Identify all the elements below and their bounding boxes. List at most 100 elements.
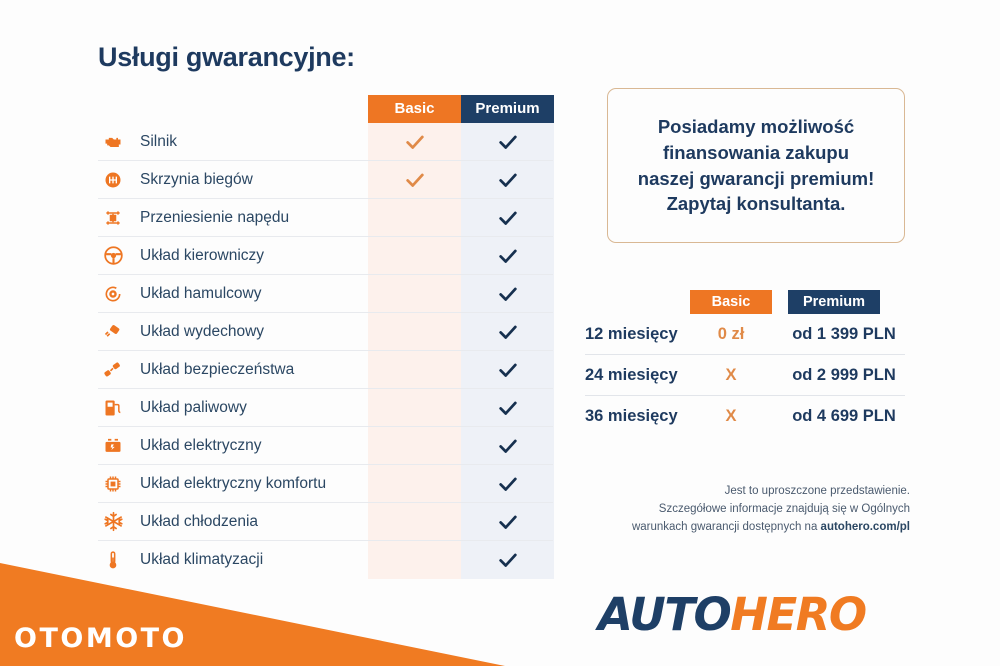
table-row: Skrzynia biegów	[98, 161, 553, 199]
service-label: Układ paliwowy	[140, 398, 247, 416]
cell-premium	[461, 161, 554, 199]
service-label: Przeniesienie napędu	[140, 208, 290, 226]
steering-wheel-icon	[98, 245, 128, 266]
cell-premium	[461, 199, 554, 237]
autohero-logo-hero: HERO	[730, 588, 867, 641]
chip-icon	[98, 474, 128, 494]
financing-promo-box: Posiadamy możliwość finansowania zakupu …	[607, 88, 905, 243]
table-row: Układ paliwowy	[98, 389, 553, 427]
price-column-header-basic: Basic	[690, 290, 772, 314]
cell-basic	[368, 275, 461, 313]
cell-basic	[368, 465, 461, 503]
service-label: Układ elektryczny komfortu	[140, 474, 327, 492]
price-cell-period: 12 miesięcy	[585, 324, 678, 343]
check-icon	[497, 207, 519, 229]
promo-line-2: finansowania zakupu	[662, 141, 850, 163]
disclaimer-text: Jest to uproszczone przedstawienie. Szcz…	[575, 483, 910, 536]
price-cell-premium: od 2 999 PLN	[792, 365, 896, 384]
table-row: Układ chłodzenia	[98, 503, 553, 541]
price-column-header-premium: Premium	[788, 290, 880, 314]
services-table: Basic Premium Silnik Skrzynia biegów Przen…	[98, 95, 554, 579]
cell-basic	[368, 503, 461, 541]
cell-basic	[368, 237, 461, 275]
service-label: Silnik	[140, 132, 178, 150]
exhaust-icon	[98, 322, 128, 342]
cell-premium	[461, 541, 554, 579]
price-row: 12 miesięcy 0 zł od 1 399 PLN	[585, 314, 905, 355]
engine-icon	[98, 132, 128, 152]
gearbox-icon	[98, 170, 128, 190]
price-cell-period: 36 miesięcy	[585, 407, 678, 425]
price-cell-premium: od 4 699 PLN	[792, 407, 896, 425]
disclaimer-line-3-prefix: warunkach gwarancji dostępnych na	[631, 520, 821, 533]
column-header-basic: Basic	[368, 95, 461, 123]
service-label: Układ hamulcowy	[140, 284, 262, 302]
cell-premium	[461, 465, 554, 503]
service-label: Skrzynia biegów	[140, 170, 253, 188]
price-cell-period: 24 miesięcy	[585, 365, 678, 384]
service-label: Układ wydechowy	[140, 322, 265, 340]
cell-premium	[461, 123, 554, 161]
otomoto-logo: OTOMOTO	[14, 623, 188, 654]
cell-basic	[368, 351, 461, 389]
table-row: Układ wydechowy	[98, 313, 553, 351]
page-title: Usługi gwarancyjne:	[98, 42, 355, 72]
table-row: Układ elektryczny	[98, 427, 553, 465]
autohero-logo: AUTOHERO	[598, 588, 867, 641]
autohero-website-link[interactable]: autohero.com/pl	[820, 520, 910, 533]
cell-basic	[368, 541, 461, 579]
promo-line-1: Posiadamy możliwość	[657, 116, 855, 138]
disclaimer-line-2: Szczegółowe informacje znajdują się w Og…	[658, 502, 910, 515]
cell-premium	[461, 389, 554, 427]
seatbelt-icon	[98, 360, 128, 380]
table-row: Układ klimatyzacji	[98, 541, 553, 579]
service-label: Układ klimatyzacji	[140, 551, 264, 568]
cell-basic	[368, 427, 461, 465]
snowflake-icon	[98, 511, 128, 532]
column-band-basic	[368, 95, 461, 579]
service-label: Układ bezpieczeństwa	[140, 360, 295, 378]
disclaimer-line-3: warunkach gwarancji dostępnych na autohe…	[575, 519, 910, 537]
price-cell-basic: X	[725, 365, 737, 384]
services-table-header: Basic Premium	[98, 95, 554, 123]
cell-premium	[461, 275, 554, 313]
brake-disc-icon	[98, 284, 128, 304]
check-icon	[497, 359, 519, 381]
price-cell-premium: od 1 399 PLN	[792, 324, 896, 343]
financing-promo-text: Posiadamy możliwość finansowania zakupu …	[626, 114, 886, 216]
check-icon	[497, 283, 519, 305]
service-label: Układ chłodzenia	[140, 512, 259, 530]
check-icon	[497, 435, 519, 457]
check-icon	[404, 131, 426, 153]
check-icon	[497, 169, 519, 191]
check-icon	[497, 131, 519, 153]
promo-line-3: naszej gwarancji premium!	[637, 167, 875, 189]
fuel-pump-icon	[98, 398, 128, 418]
cell-basic	[368, 123, 461, 161]
autohero-logo-auto: AUTO	[598, 588, 732, 641]
check-icon	[497, 473, 519, 495]
pricing-table-header: Basic Premium	[585, 290, 905, 314]
service-label: Układ elektryczny	[140, 436, 262, 454]
cell-premium	[461, 503, 554, 541]
table-row: Układ elektryczny komfortu	[98, 465, 553, 503]
cell-premium	[461, 313, 554, 351]
table-row: Silnik	[98, 123, 553, 161]
table-row: Układ bezpieczeństwa	[98, 351, 553, 389]
table-row: Układ kierowniczy	[98, 237, 553, 275]
disclaimer-line-1: Jest to uproszczone przedstawienie.	[724, 485, 910, 497]
cell-premium	[461, 351, 554, 389]
cell-basic	[368, 199, 461, 237]
cell-basic	[368, 389, 461, 427]
battery-icon	[98, 436, 128, 456]
drivetrain-icon	[98, 208, 128, 228]
services-panel: Usługi gwarancyjne: Basic Premium Silnik…	[98, 42, 558, 579]
thermometer-icon	[98, 550, 128, 570]
cell-basic	[368, 313, 461, 351]
check-icon	[497, 549, 519, 571]
check-icon	[497, 511, 519, 533]
